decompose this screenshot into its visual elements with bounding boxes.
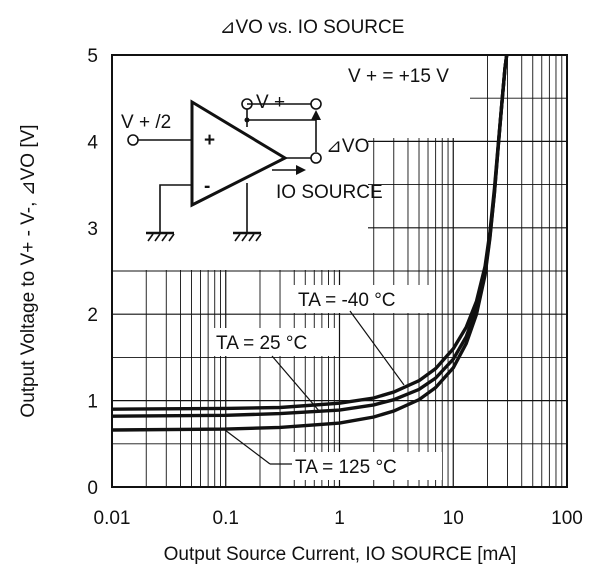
leader-25 — [271, 355, 321, 413]
leader-125 — [224, 429, 271, 465]
current-label: IO SOURCE — [276, 182, 383, 203]
y-tick-label: 2 — [87, 305, 98, 326]
series-label-minus40: TA = -40 °C — [298, 290, 396, 311]
input-label: V + /2 — [121, 112, 171, 133]
ground-hatch-left — [147, 233, 175, 242]
op-amp-minus-sign: - — [204, 176, 210, 197]
op-amp-plus-sign: + — [204, 130, 215, 151]
y-tick-label: 5 — [87, 46, 98, 67]
plot-frame — [111, 54, 568, 488]
x-tick-label: 10 — [443, 508, 464, 529]
ground-hatch-right — [234, 233, 262, 242]
leader-minus40 — [349, 310, 405, 386]
y-tick-labels: 0 1 2 3 4 5 — [87, 46, 98, 499]
output-terminal — [310, 152, 322, 164]
x-tick-label: 0.1 — [213, 508, 239, 529]
x-axis-label: Output Source Current, IO SOURCE [mA] — [164, 544, 517, 565]
input-terminal — [127, 134, 139, 146]
current-arrowhead — [296, 165, 306, 175]
y-tick-label: 1 — [87, 392, 98, 413]
x-tick-label: 1 — [334, 508, 345, 529]
series-label-125: TA = 125 °C — [295, 457, 397, 478]
supply-tap-dot — [244, 117, 250, 123]
chart-title: ⊿VO vs. IO SOURCE — [220, 17, 405, 38]
delta-vo-arrowhead — [311, 110, 321, 120]
y-tick-label: 4 — [87, 132, 98, 153]
series-curves — [111, 54, 509, 432]
x-tick-labels: 0.01 0.1 1 10 100 — [94, 508, 583, 529]
supply-annotation: V + = +15 V — [348, 66, 449, 87]
inset-background-right — [368, 56, 470, 138]
y-axis-label: Output Voltage to V+ - V-, ⊿VO [V] — [18, 124, 39, 417]
series-labels: TA = -40 °C TA = 25 °C TA = 125 °C — [210, 285, 442, 480]
y-tick-label: 0 — [87, 478, 98, 499]
delta-vo-label: ⊿VO — [326, 136, 369, 157]
inset-circuit: + - V + /2 V + — [113, 56, 470, 270]
series-line-125 — [111, 54, 509, 432]
x-tick-label: 0.01 — [94, 508, 131, 529]
supply-pin-label: V + — [256, 92, 285, 113]
op-amp-symbol — [190, 99, 289, 208]
vout-top-terminal — [310, 98, 322, 110]
label-bg-125 — [290, 452, 442, 480]
label-bg-minus40 — [292, 285, 435, 313]
label-bg-25 — [210, 328, 338, 356]
minus-wire — [159, 184, 192, 232]
series-label-25: TA = 25 °C — [216, 333, 307, 354]
x-tick-label: 100 — [551, 508, 583, 529]
y-tick-label: 3 — [87, 219, 98, 240]
